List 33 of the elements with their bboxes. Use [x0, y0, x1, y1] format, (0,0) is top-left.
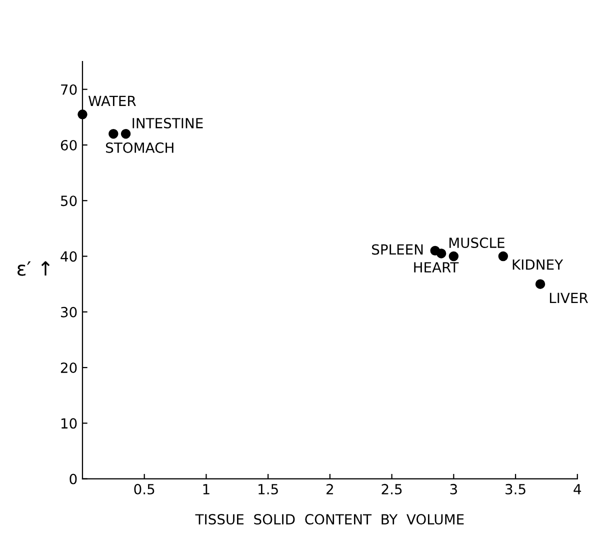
y-tick-label: 50	[61, 196, 77, 206]
x-tick-label: 1.5	[258, 484, 278, 494]
y-tick-label: 70	[61, 84, 77, 95]
y-tick-label: 60	[60, 140, 77, 150]
x-tick-label: 1	[203, 484, 210, 494]
annotation: WATER	[88, 96, 136, 106]
y-tick-label: 10	[61, 418, 77, 429]
x-axis-title: TISSUE SOLID CONTENT BY VOLUME	[195, 514, 464, 525]
point	[448, 251, 459, 262]
point	[120, 128, 131, 139]
x-tick-label: 3.5	[506, 484, 526, 494]
point	[498, 251, 508, 262]
y-tick-label: 0	[70, 474, 77, 484]
annotation: INTESTINE	[132, 118, 203, 128]
point	[436, 248, 446, 258]
y-tick-label: 30	[61, 306, 77, 318]
y-tick-label: 40	[60, 251, 77, 262]
annotation: LIVER	[550, 292, 588, 303]
x-tick-label: 4	[574, 484, 582, 494]
point	[108, 128, 118, 139]
annotation: SPLEEN	[372, 244, 423, 255]
annotation: MUSCLE	[449, 238, 504, 248]
x-tick-label: 2	[326, 484, 333, 494]
x-tick-label: 3	[450, 484, 457, 494]
point	[78, 110, 88, 120]
y-tick-label: 20	[60, 362, 77, 374]
annotation: KIDNEY	[512, 259, 564, 270]
point	[535, 279, 546, 289]
annotation: STOMACH	[106, 142, 174, 153]
annotation: HEART	[414, 262, 459, 272]
x-tick-label: 0.5	[134, 484, 154, 494]
x-tick-label: 2.5	[382, 484, 402, 494]
y-axis-title: ε′ ↑	[18, 261, 50, 276]
